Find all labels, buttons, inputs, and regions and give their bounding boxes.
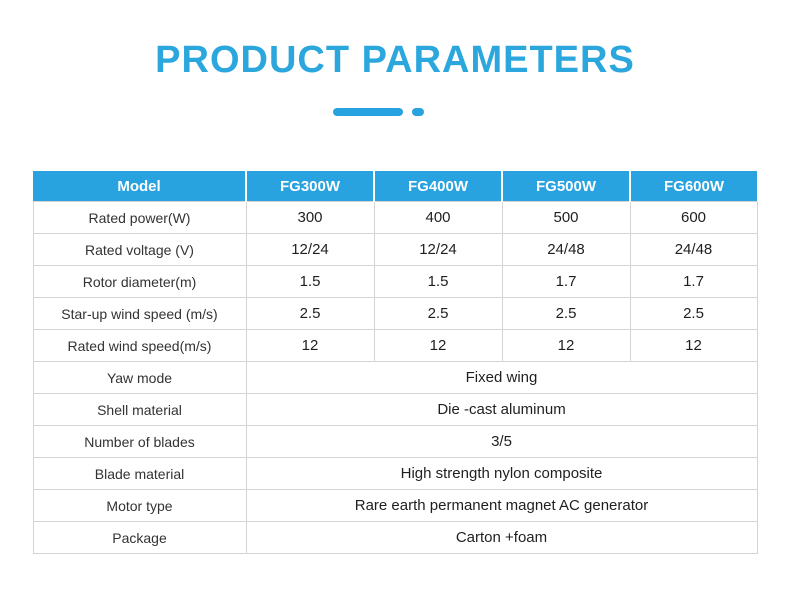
row-label-cell: Rated wind speed(m/s) xyxy=(32,329,247,363)
table-cell: 300 xyxy=(245,201,375,235)
table-cell: 12/24 xyxy=(245,233,375,267)
table-cell: 12/24 xyxy=(373,233,503,267)
table-row: Rated voltage (V) 12/24 12/24 24/48 24/48 xyxy=(32,233,758,267)
row-label-cell: Rated voltage (V) xyxy=(32,233,247,267)
table-cell: 12 xyxy=(501,329,631,363)
row-label-cell: Star-up wind speed (m/s) xyxy=(32,297,247,331)
row-label-cell: Blade material xyxy=(32,457,247,491)
table-header-cell-fg500w: FG500W xyxy=(501,170,630,202)
underline-dot-decoration xyxy=(411,107,424,116)
table-cell: 400 xyxy=(373,201,503,235)
table-cell: 2.5 xyxy=(373,297,503,331)
row-label-cell: Number of blades xyxy=(32,425,247,459)
table-header-cell-model: Model xyxy=(33,170,246,202)
table-row: Rated wind speed(m/s) 12 12 12 12 xyxy=(32,329,758,363)
table-cell: 1.5 xyxy=(245,265,375,299)
title-underline xyxy=(0,107,773,116)
table-cell: 12 xyxy=(245,329,375,363)
parameters-table: Model FG300W FG400W FG500W FG600W Rated powe… xyxy=(32,170,758,555)
table-row: Shell material Die -cast aluminum xyxy=(32,393,758,427)
table-row: Number of blades 3/5 xyxy=(32,425,758,459)
table-header-row: Model FG300W FG400W FG500W FG600W xyxy=(33,170,757,202)
table-header-cell-fg400w: FG400W xyxy=(373,170,502,202)
table-cell: 1.5 xyxy=(373,265,503,299)
table-cell: 2.5 xyxy=(501,297,631,331)
table-row: Yaw mode Fixed wing xyxy=(32,361,758,395)
underline-bar-decoration xyxy=(332,107,403,116)
table-cell: High strength nylon composite xyxy=(245,457,758,491)
table-cell: 12 xyxy=(629,329,758,363)
table-cell: Rare earth permanent magnet AC generator xyxy=(245,489,758,523)
table-cell: 12 xyxy=(373,329,503,363)
page-title: PRODUCT PARAMETERS xyxy=(155,39,635,81)
table-row: Rotor diameter(m) 1.5 1.5 1.7 1.7 xyxy=(32,265,758,299)
table-cell: Die -cast aluminum xyxy=(245,393,758,427)
table-cell: 600 xyxy=(629,201,758,235)
table-cell: 24/48 xyxy=(629,233,758,267)
table-cell: 3/5 xyxy=(245,425,758,459)
table-cell: 500 xyxy=(501,201,631,235)
table-row: Star-up wind speed (m/s) 2.5 2.5 2.5 2.5 xyxy=(32,297,758,331)
row-label-cell: Shell material xyxy=(32,393,247,427)
table-cell: 24/48 xyxy=(501,233,631,267)
row-label-cell: Package xyxy=(32,521,247,555)
table-row: Motor type Rare earth permanent magnet AC… xyxy=(32,489,758,523)
table-cell: 1.7 xyxy=(629,265,758,299)
table-header-cell-fg300w: FG300W xyxy=(245,170,374,202)
table-cell: 1.7 xyxy=(501,265,631,299)
table-cell: Fixed wing xyxy=(245,361,758,395)
table-cell: Carton +foam xyxy=(245,521,758,555)
row-label-cell: Rated power(W) xyxy=(32,201,247,235)
title-block: PRODUCT PARAMETERS xyxy=(0,0,790,116)
table-row: Blade material High strength nylon compos… xyxy=(32,457,758,491)
table-row: Package Carton +foam xyxy=(32,521,758,555)
table-cell: 2.5 xyxy=(245,297,375,331)
table-row: Rated power(W) 300 400 500 600 xyxy=(32,201,758,235)
table-header-cell-fg600w: FG600W xyxy=(629,170,757,202)
table-body: Rated power(W) 300 400 500 600 Rated voltage … xyxy=(32,201,758,555)
table-cell: 2.5 xyxy=(629,297,758,331)
row-label-cell: Motor type xyxy=(32,489,247,523)
row-label-cell: Yaw mode xyxy=(32,361,247,395)
row-label-cell: Rotor diameter(m) xyxy=(32,265,247,299)
